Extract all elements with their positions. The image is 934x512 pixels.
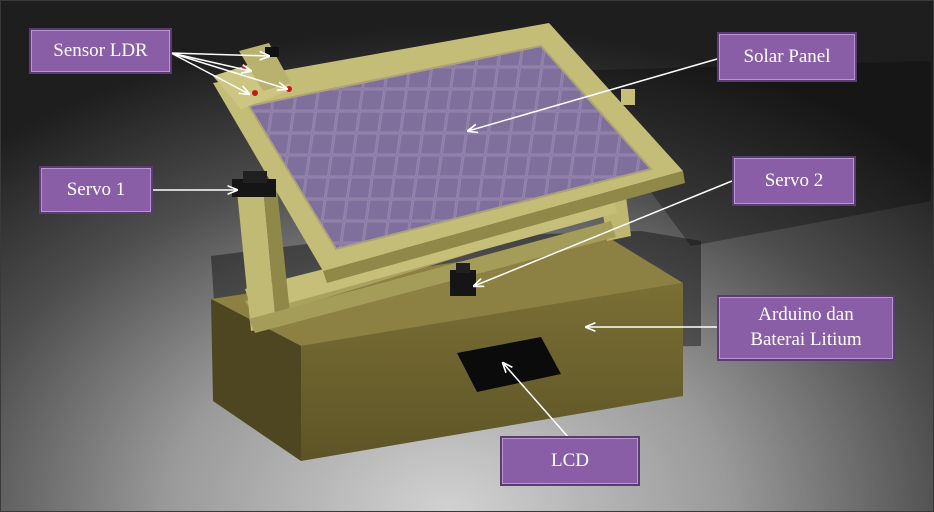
arrow-solar-panel [468,58,718,131]
panel-pivot [621,89,635,105]
arrow-lcd [503,363,570,439]
arrow-servo-2 [474,180,733,286]
label-solar-panel-text: Solar Panel [743,45,831,67]
label-arduino-battery-text: Arduino dan Baterai Litium [750,304,862,350]
solar-panel [213,23,685,283]
label-sensor-ldr-text: Sensor LDR [53,39,148,61]
arrow-sensor-3 [170,52,249,94]
label-servo-1: Servo 1 [39,166,153,214]
label-lcd: LCD [500,436,640,486]
label-arduino-battery: Arduino dan Baterai Litium [717,295,895,361]
servo-1-body [232,171,276,197]
arrow-sensor-2 [170,52,251,71]
callout-arrows [153,52,733,439]
label-servo-2-text: Servo 2 [764,169,824,191]
label-servo-1-text: Servo 1 [66,178,126,200]
label-sensor-ldr: Sensor LDR [29,28,172,74]
label-solar-panel: Solar Panel [717,32,857,82]
label-lcd-text: LCD [551,449,589,471]
label-servo-2: Servo 2 [732,156,856,206]
arrow-sensor-1 [170,53,269,56]
arrow-sensor-4 [170,52,287,89]
